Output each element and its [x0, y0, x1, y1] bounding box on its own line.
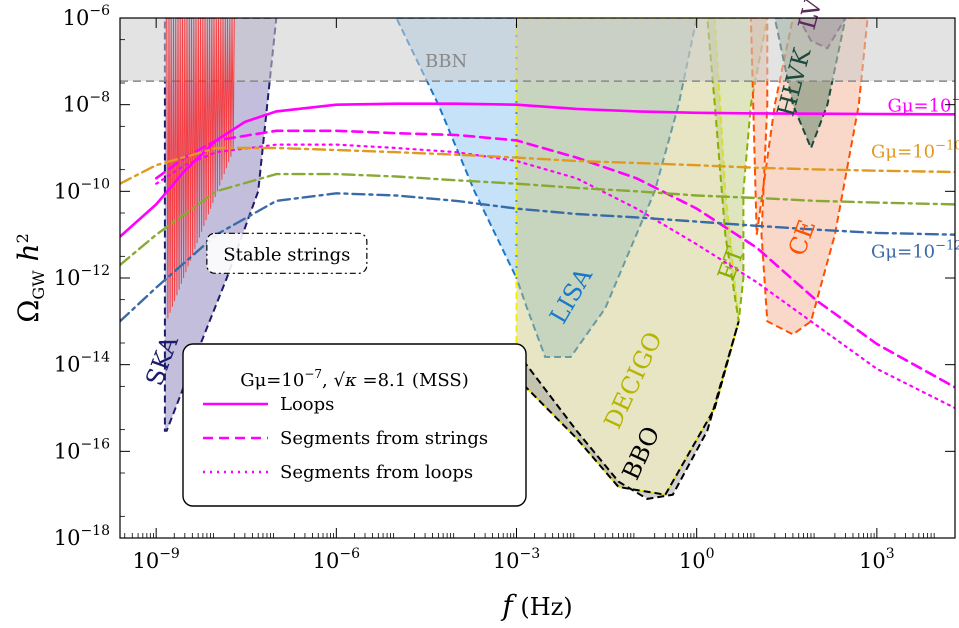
y-tick-label: 10−16: [54, 436, 110, 463]
x-tick-label: 103: [859, 546, 895, 573]
x-tick-label: 100: [679, 546, 715, 573]
series-segments-from-strings: [154, 129, 955, 389]
series-g-10-11: [120, 172, 955, 267]
bbn-band: BBN: [120, 18, 955, 82]
stable-strings-box: [206, 232, 368, 274]
y-tick-label: 10−12: [54, 263, 110, 290]
y-tick-label: 10−6: [63, 3, 110, 30]
stable-strings-label: Stable strings: [223, 244, 350, 265]
series-lines: [120, 102, 955, 410]
annotation-gmu-1e-12: Gμ=10−12: [871, 238, 959, 262]
legend-entry-3: Segments from loops: [280, 462, 473, 483]
x-tick-label: 10−3: [493, 546, 540, 573]
legend-box: [182, 343, 527, 507]
region-ce: [749, 18, 869, 336]
bbn-shade: [120, 18, 955, 82]
y-tick-label: 10−10: [54, 176, 110, 203]
series-g-10-10: [120, 146, 955, 185]
x-tick-label: 10−6: [313, 546, 360, 573]
y-axis-title: ΩGW h2: [12, 233, 48, 323]
series-g-10-12: [120, 192, 955, 323]
x-tick-label: 10−9: [132, 546, 179, 573]
x-axis-title: f (Hz): [500, 589, 572, 622]
legend: Gμ=10−7, √κ =8.1 (MSS) Loops Segments from…: [182, 343, 527, 507]
legend-title: Gμ=10−7, √κ =8.1 (MSS): [240, 367, 469, 391]
y-tick-label: 10−18: [54, 523, 110, 550]
legend-entry-1: Loops: [280, 394, 334, 415]
legend-entry-2: Segments from strings: [280, 428, 488, 449]
bbn-label: BBN: [425, 51, 467, 72]
annotation-gmu-1e-10: Gμ=10−10: [871, 139, 959, 163]
axes: 10−9 10−6 10−3 100 103 10−18 10−16 10−14 10−12 10…: [12, 3, 956, 622]
y-tick-label: 10−8: [63, 90, 110, 117]
y-tick-label: 10−14: [54, 350, 110, 377]
